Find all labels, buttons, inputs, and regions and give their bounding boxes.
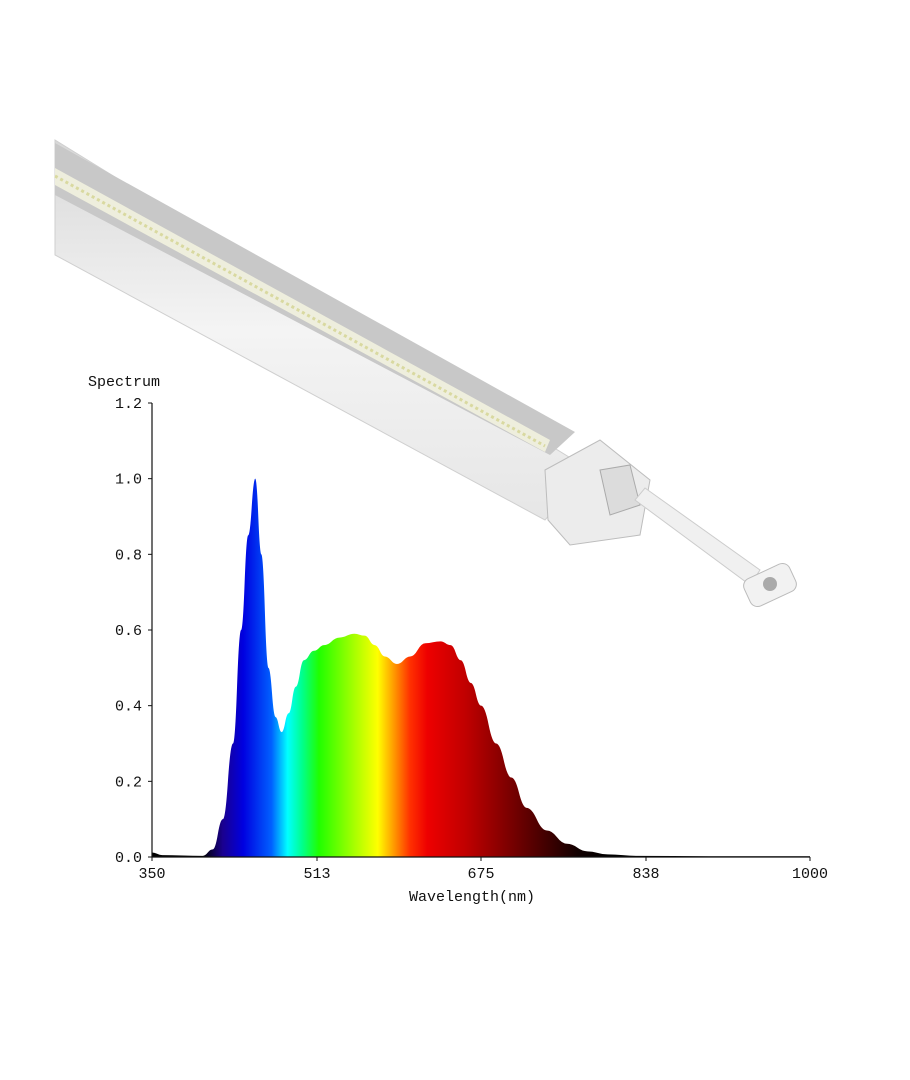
x-tick-label: 1000 <box>792 866 828 883</box>
y-tick-label: 0.4 <box>115 699 142 716</box>
tube-diffuser <box>55 143 575 455</box>
y-tick-label: 1.2 <box>115 396 142 413</box>
y-tick-label: 0.0 <box>115 850 142 867</box>
x-tick-label: 350 <box>138 866 165 883</box>
cable <box>634 487 761 586</box>
x-axis-label: Wavelength(nm) <box>409 889 535 906</box>
y-axis-label: Spectrum <box>88 374 160 391</box>
led-tube-product-image <box>54 139 797 608</box>
cable-gland <box>599 464 641 516</box>
led-strip <box>55 168 550 452</box>
connector-socket <box>763 577 777 591</box>
y-tick-label: 0.6 <box>115 623 142 640</box>
x-tick-label: 838 <box>632 866 659 883</box>
spectrum-area <box>152 478 810 857</box>
y-tick-label: 0.8 <box>115 547 142 564</box>
spectrum-chart: 0.0 0.2 0.4 0.6 0.8 1.0 1.2 350 513 675 838 1000 S… <box>88 374 828 906</box>
x-tick-label: 513 <box>303 866 330 883</box>
y-tick-label: 0.2 <box>115 774 142 791</box>
y-tick-label: 1.0 <box>115 472 142 489</box>
x-tick-label: 675 <box>467 866 494 883</box>
